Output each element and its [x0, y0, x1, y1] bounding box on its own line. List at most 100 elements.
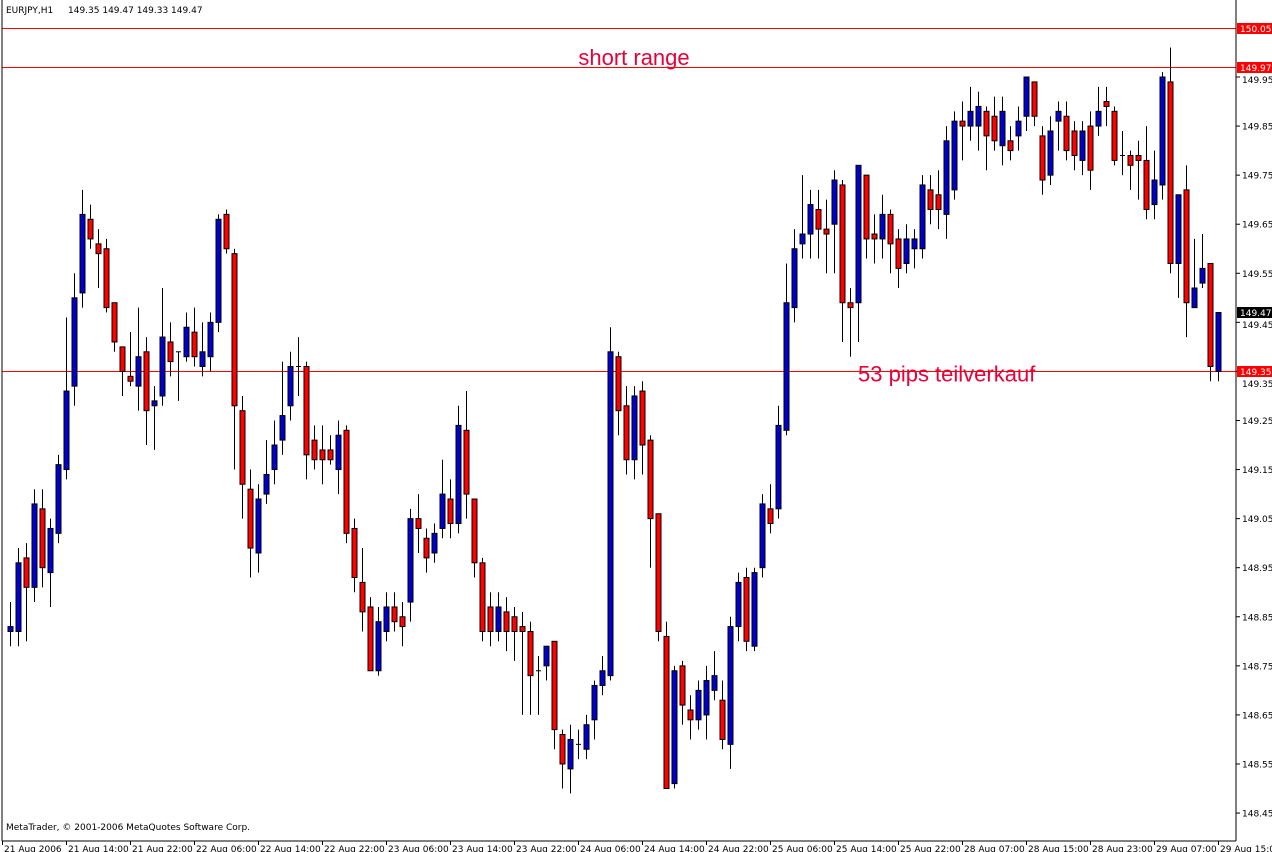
- candle-body: [111, 302, 118, 343]
- candle: [391, 592, 398, 632]
- price-tick-label: 149.45: [1242, 321, 1272, 331]
- candle-body: [1159, 76, 1166, 186]
- candle: [55, 454, 62, 544]
- candle: [1143, 126, 1150, 220]
- candle: [839, 180, 846, 342]
- candle: [927, 175, 934, 225]
- candle-body: [263, 473, 270, 495]
- candle-body: [887, 213, 894, 245]
- candle: [999, 96, 1006, 166]
- candle-body: [191, 331, 198, 358]
- candle-body: [407, 518, 414, 603]
- candle: [191, 307, 198, 367]
- time-tick-label: 25 Aug 22:00: [900, 845, 961, 852]
- candle-body: [135, 356, 142, 387]
- candle-body: [567, 738, 574, 770]
- price-axis[interactable]: 149.95 149.85 149.75 149.65 149.55 149.45 149.…: [1236, 76, 1272, 820]
- candle: [807, 189, 814, 259]
- time-tick-label: 21 Aug 14:00: [68, 845, 129, 852]
- time-tick-label: 28 Aug 23:00: [1092, 845, 1153, 852]
- candle: [159, 288, 166, 406]
- candle-body: [455, 424, 462, 525]
- candle: [1031, 81, 1038, 127]
- candle-body: [639, 390, 646, 446]
- price-line-label-bg: [1237, 366, 1272, 377]
- candle-body: [679, 665, 686, 706]
- candle: [519, 611, 526, 715]
- candle: [743, 567, 750, 652]
- candle: [759, 494, 766, 578]
- candle-body: [551, 640, 558, 731]
- candle-body: [631, 395, 638, 461]
- candle: [271, 420, 278, 485]
- candle: [1071, 121, 1078, 171]
- candle: [1191, 238, 1198, 309]
- candle: [1039, 126, 1046, 195]
- candle: [111, 302, 118, 352]
- time-tick-label: 21 Aug 2006: [4, 845, 62, 852]
- candle-body: [983, 110, 990, 137]
- candle-body: [751, 572, 758, 647]
- candle-body: [655, 513, 662, 632]
- candle-body: [439, 493, 446, 529]
- candle-body: [647, 439, 654, 520]
- time-tick-label: 21 Aug 22:00: [132, 845, 193, 852]
- time-axis[interactable]: 21 Aug 2006 21 Aug 14:00 21 Aug 22:00 22 Au…: [2, 841, 1272, 852]
- annotations: short range 53 pips teilverkauf: [578, 45, 1036, 386]
- candle-body: [447, 498, 454, 525]
- candle: [799, 175, 806, 259]
- candle: [1175, 194, 1182, 298]
- candle-body: [55, 464, 62, 534]
- candle-body: [1007, 140, 1014, 152]
- candle-body: [63, 390, 70, 471]
- candle-body: [783, 302, 790, 431]
- candle-body: [511, 616, 518, 632]
- candle-body: [415, 518, 422, 529]
- candle: [655, 513, 662, 642]
- candle-body: [967, 110, 974, 127]
- candle: [871, 214, 878, 264]
- candle: [463, 391, 470, 519]
- candle: [255, 484, 262, 573]
- candle: [319, 425, 326, 485]
- candle: [503, 597, 510, 652]
- candle-body: [759, 503, 766, 569]
- candle: [791, 229, 798, 323]
- candle: [559, 729, 566, 789]
- price-line-label: 150.05: [1240, 25, 1272, 35]
- candle-body: [223, 213, 230, 250]
- candle: [1063, 101, 1070, 161]
- price-line-label: 149.97: [1240, 64, 1272, 74]
- price-tick-label: 149.05: [1242, 515, 1272, 525]
- time-tick-label: 23 Aug 22:00: [516, 845, 577, 852]
- candle-body: [503, 611, 510, 632]
- candle: [911, 229, 918, 269]
- time-tick-label: 22 Aug 22:00: [324, 845, 385, 852]
- candle-body: [1175, 194, 1182, 264]
- annotation-short-range: short range: [578, 45, 689, 70]
- candle: [567, 724, 574, 794]
- candle: [143, 337, 150, 446]
- candle-body: [247, 488, 254, 549]
- candle-body: [687, 709, 694, 721]
- candle-body: [927, 189, 934, 210]
- time-tick-label: 24 Aug 14:00: [644, 845, 705, 852]
- candle: [375, 606, 382, 676]
- candle: [647, 435, 654, 568]
- candle-body: [159, 336, 166, 397]
- candle-body: [991, 115, 998, 142]
- candle-body: [823, 228, 830, 235]
- candle: [63, 317, 70, 480]
- candle: [751, 567, 758, 652]
- candle: [439, 459, 446, 539]
- candle-body: [95, 243, 102, 255]
- candle: [343, 425, 350, 544]
- candle: [639, 381, 646, 475]
- candle-body: [335, 434, 342, 471]
- candle: [447, 479, 454, 539]
- candle-body: [167, 341, 174, 363]
- candle-body: [279, 415, 286, 441]
- candle: [367, 597, 374, 672]
- candle-body: [327, 449, 334, 461]
